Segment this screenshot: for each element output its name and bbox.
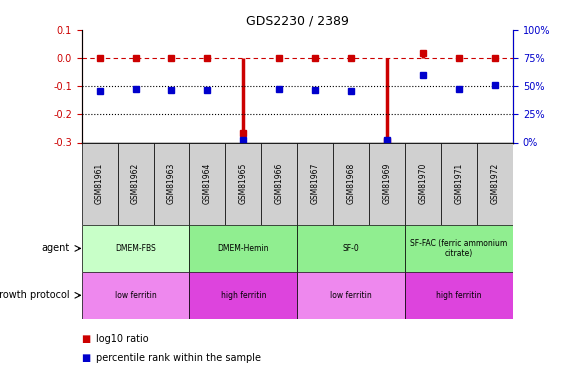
Text: ■: ■ (82, 334, 91, 344)
Text: GSM81972: GSM81972 (490, 163, 500, 204)
Text: high ferritin: high ferritin (220, 291, 266, 300)
Text: DMEM-Hemin: DMEM-Hemin (217, 244, 269, 253)
Text: GSM81966: GSM81966 (275, 163, 284, 204)
Text: GSM81961: GSM81961 (95, 163, 104, 204)
Bar (297, 272, 405, 319)
Text: low ferritin: low ferritin (115, 291, 156, 300)
Text: GSM81968: GSM81968 (347, 163, 356, 204)
Bar (405, 225, 513, 272)
Title: GDS2230 / 2389: GDS2230 / 2389 (246, 15, 349, 27)
Text: agent: agent (42, 243, 70, 254)
Text: percentile rank within the sample: percentile rank within the sample (96, 353, 261, 363)
Bar (153, 142, 189, 225)
Text: growth protocol: growth protocol (0, 290, 70, 300)
Text: DMEM-FBS: DMEM-FBS (115, 244, 156, 253)
Text: GSM81965: GSM81965 (239, 163, 248, 204)
Text: SF-FAC (ferric ammonium
citrate): SF-FAC (ferric ammonium citrate) (410, 239, 508, 258)
Bar (189, 272, 297, 319)
Bar (189, 142, 226, 225)
Bar (333, 142, 369, 225)
Bar (405, 142, 441, 225)
Bar (226, 142, 261, 225)
Text: SF-0: SF-0 (343, 244, 360, 253)
Bar (82, 225, 189, 272)
Text: GSM81967: GSM81967 (311, 163, 320, 204)
Bar (405, 272, 513, 319)
Text: GSM81971: GSM81971 (455, 163, 463, 204)
Text: GSM81964: GSM81964 (203, 163, 212, 204)
Text: low ferritin: low ferritin (331, 291, 372, 300)
Bar (118, 142, 153, 225)
Text: GSM81963: GSM81963 (167, 163, 176, 204)
Bar (82, 142, 118, 225)
Bar (297, 142, 333, 225)
Bar (297, 225, 405, 272)
Bar (82, 272, 189, 319)
Text: GSM81970: GSM81970 (419, 163, 428, 204)
Bar (261, 142, 297, 225)
Text: GSM81962: GSM81962 (131, 163, 140, 204)
Text: GSM81969: GSM81969 (382, 163, 392, 204)
Text: high ferritin: high ferritin (436, 291, 482, 300)
Bar (441, 142, 477, 225)
Text: ■: ■ (82, 353, 91, 363)
Bar (369, 142, 405, 225)
Bar (189, 225, 297, 272)
Text: log10 ratio: log10 ratio (96, 334, 149, 344)
Bar (477, 142, 513, 225)
